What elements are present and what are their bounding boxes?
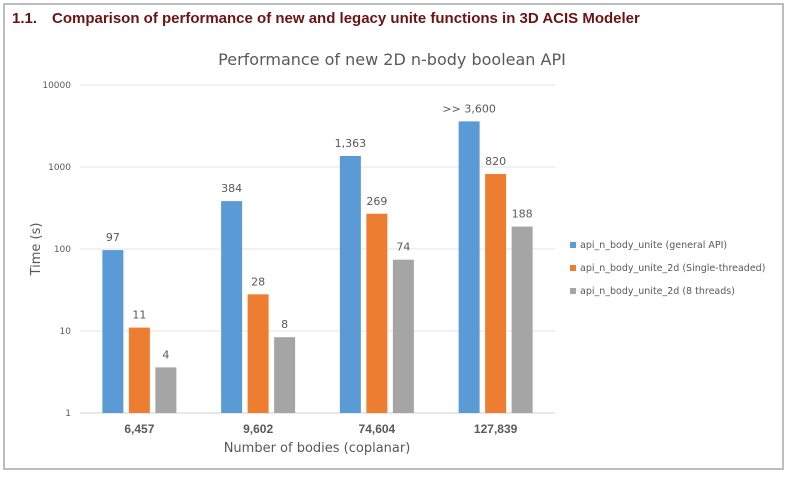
legend-label: api_n_body_unite_2d (Single-threaded) <box>580 263 765 274</box>
legend-label: api_n_body_unite (general API) <box>580 240 727 251</box>
data-label: 8 <box>281 318 288 331</box>
y-axis-label: Time (s) <box>29 223 44 277</box>
gridlines <box>80 84 555 414</box>
section-number: 1.1. <box>12 10 38 27</box>
data-label: 188 <box>512 208 533 221</box>
y-tick-label: 100 <box>54 245 71 255</box>
y-tick-label: 1000 <box>48 163 71 173</box>
bar <box>247 294 269 413</box>
bar <box>128 327 150 413</box>
data-label: >> 3,600 <box>442 102 495 115</box>
x-tick-label: 9,602 <box>243 422 273 436</box>
bar <box>339 155 361 413</box>
bar <box>485 174 507 413</box>
legend-label: api_n_body_unite_2d (8 threads) <box>580 286 735 297</box>
data-label: 384 <box>221 182 242 195</box>
y-tick-label: 10 <box>60 327 72 337</box>
data-label: 97 <box>106 231 120 244</box>
bar <box>458 121 480 414</box>
data-label: 28 <box>251 275 265 288</box>
bar <box>511 226 533 413</box>
bar <box>274 337 296 413</box>
y-tick-label: 10000 <box>42 81 71 91</box>
data-label: 74 <box>396 241 410 254</box>
section-title: Comparison of performance of new and leg… <box>52 10 640 27</box>
x-axis-label: Number of bodies (coplanar) <box>224 441 411 456</box>
data-labels: 97 11 4 384 28 8 1,363 269 74 >> 3,600 820 188 <box>106 102 533 361</box>
legend-swatch <box>570 288 576 294</box>
data-label: 1,363 <box>335 137 367 150</box>
y-tick-label: 1 <box>65 409 71 419</box>
data-label: 11 <box>132 309 146 322</box>
data-label: 4 <box>162 348 169 361</box>
data-label: 269 <box>366 195 387 208</box>
x-tick-label: 74,604 <box>359 422 396 436</box>
bar <box>102 250 124 413</box>
legend: api_n_body_unite (general API) api_n_body… <box>570 240 765 297</box>
chart-title: Performance of new 2D n-body boolean API <box>218 50 566 69</box>
x-axis-ticks: 6,457 9,602 74,604 127,839 <box>124 422 517 436</box>
bar <box>392 259 414 413</box>
legend-swatch <box>570 265 576 271</box>
bar <box>366 213 388 413</box>
legend-swatch <box>570 242 576 248</box>
bars <box>102 121 533 414</box>
section-heading: 1.1. Comparison of performance of new and… <box>12 10 640 27</box>
bar <box>155 367 177 413</box>
x-tick-label: 127,839 <box>474 422 518 436</box>
x-tick-label: 6,457 <box>124 422 154 436</box>
data-label: 820 <box>485 155 506 168</box>
bar <box>221 201 243 413</box>
y-axis-ticks: 1 10 100 1000 10000 <box>42 81 71 419</box>
